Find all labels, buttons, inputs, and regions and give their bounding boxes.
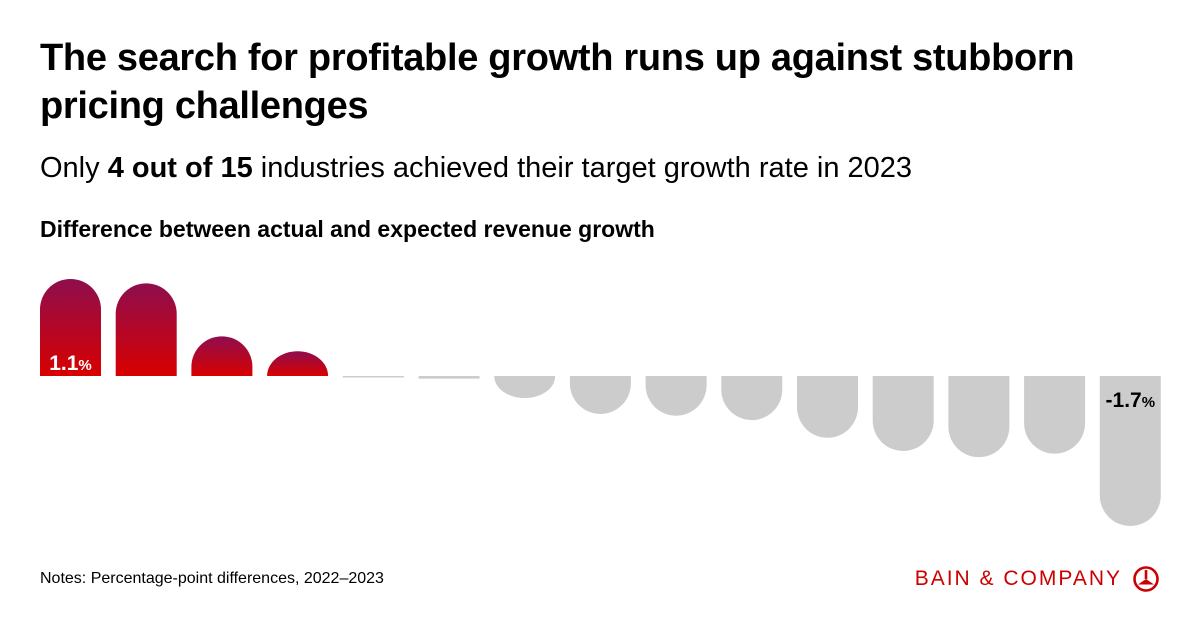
data-label-number: 1.1 — [49, 352, 79, 375]
subtitle-prefix: Only — [40, 152, 108, 184]
bar-9 — [645, 376, 707, 416]
bar-4 — [267, 351, 329, 376]
chart-subtitle: Only 4 out of 15 industries achieved the… — [40, 150, 912, 186]
bar-1 — [40, 278, 101, 376]
bar-8 — [569, 376, 631, 414]
bar-6 — [418, 376, 480, 379]
data-label-suffix: % — [78, 357, 91, 374]
chart-heading: Difference between actual and expected r… — [40, 216, 655, 242]
data-labels-group: 1.1%-1.7% — [49, 352, 1155, 412]
bar-13 — [948, 376, 1010, 458]
bain-logo-icon — [1133, 566, 1159, 592]
subtitle-highlight: 4 out of 15 — [107, 152, 253, 184]
brand-logo: BAIN & COMPANY — [915, 562, 1160, 596]
bar-10 — [721, 376, 783, 421]
bar-11 — [797, 376, 858, 438]
data-label-number: -1.7 — [1106, 389, 1142, 412]
bar-7 — [494, 376, 556, 399]
bar-5 — [342, 376, 404, 378]
brand-name: BAIN & COMPANY — [914, 567, 1122, 590]
chart-title: The search for profitable growth runs up… — [40, 37, 1075, 127]
bar-14 — [1024, 376, 1086, 454]
bar-15 — [1099, 376, 1161, 526]
bars-group — [40, 278, 1161, 526]
bar-3 — [191, 336, 253, 376]
bar-2 — [115, 283, 177, 376]
data-label-1: 1.1% — [49, 352, 92, 375]
notes: Notes: Percentage-point differences, 202… — [40, 570, 384, 587]
subtitle-suffix: industries achieved their target growth … — [252, 152, 913, 184]
bar-12 — [872, 376, 934, 451]
data-label-suffix: % — [1142, 394, 1155, 411]
data-label-15: -1.7% — [1106, 389, 1156, 412]
